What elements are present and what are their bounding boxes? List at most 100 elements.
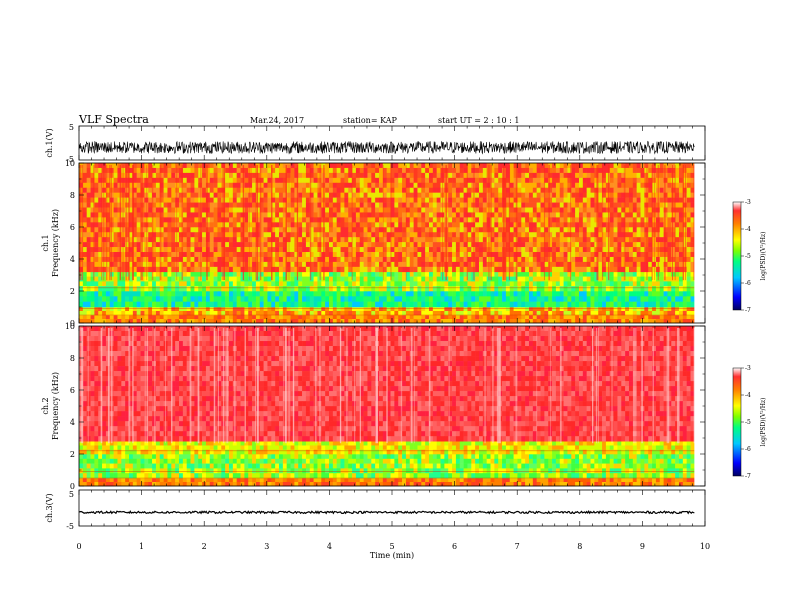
spectrogram-cell — [286, 172, 291, 179]
spectrogram-cell — [217, 271, 222, 277]
spectrogram-cell — [267, 227, 272, 233]
spectrogram-cell — [182, 217, 187, 223]
spectrogram-cell — [644, 217, 649, 223]
spectrogram-cell — [567, 286, 572, 292]
spectrogram-cell — [94, 286, 99, 292]
spectrogram-cell — [236, 202, 241, 208]
spectrogram-cell — [552, 307, 557, 312]
spectrogram-cell — [459, 237, 464, 243]
spectrogram-cell — [255, 276, 261, 282]
spectrogram-cell — [525, 307, 530, 312]
spectrogram-cell — [182, 207, 187, 213]
spectrogram-cell — [413, 252, 418, 258]
spectrogram-cell — [132, 172, 137, 179]
spectrogram-cell — [552, 172, 557, 179]
spectrogram-cell — [394, 182, 399, 189]
spectrogram-cell — [294, 315, 299, 320]
spectrogram-cell — [332, 202, 337, 208]
spectrogram-cell — [594, 311, 599, 316]
spectrogram-cell — [129, 281, 134, 287]
spectrogram-cell — [459, 207, 464, 213]
spectrogram-cell — [455, 187, 461, 193]
spectrogram-cell — [425, 286, 430, 292]
spectrogram-cell — [428, 202, 434, 208]
spectrogram-cell — [440, 217, 445, 223]
spectrogram-cell — [513, 271, 518, 277]
spectrogram-cell — [413, 197, 418, 203]
spectrogram-cell — [294, 301, 299, 308]
spectrogram-cell — [90, 202, 95, 208]
spectrogram-cell — [609, 187, 614, 193]
spectrogram-cell — [652, 232, 657, 238]
spectrogram-cell — [98, 163, 103, 169]
spectrogram-cell — [409, 271, 414, 277]
spectrogram-cell — [159, 247, 164, 253]
spectrogram-cell — [532, 291, 537, 297]
spectrogram-cell — [478, 271, 484, 277]
spectrogram-cell — [425, 163, 430, 169]
spectrogram-cell — [182, 202, 187, 208]
spectrogram-cell — [275, 319, 280, 324]
spectrogram-cell — [532, 207, 537, 213]
spectrogram-cell — [159, 237, 164, 243]
spectrogram-cell — [317, 217, 322, 223]
spectrogram-cell — [217, 319, 222, 324]
spectrogram-cell — [313, 307, 318, 312]
spectrogram-cell — [398, 237, 403, 243]
spectrogram-cell — [86, 252, 91, 258]
spectrogram-cell — [225, 256, 230, 263]
spectrogram-cell — [532, 307, 537, 312]
spectrogram-cell — [490, 252, 495, 258]
spectrogram-cell — [102, 197, 107, 203]
spectrogram-cell — [398, 212, 403, 218]
spectrogram-cell — [125, 192, 130, 198]
spectrogram-cell — [513, 281, 518, 287]
spectrogram-cell — [436, 276, 441, 282]
spectrogram-cell — [213, 252, 218, 258]
spectrogram-cell — [217, 276, 222, 282]
spectrogram-cell — [498, 182, 503, 189]
spectrogram-cell — [209, 307, 214, 312]
spectrogram-cell — [448, 252, 453, 258]
spectrogram-cell — [405, 276, 411, 282]
spectrogram-cell — [632, 319, 637, 324]
spectrogram-cell — [636, 276, 641, 282]
spectrogram-cell — [586, 315, 591, 320]
spectrogram-cell — [571, 177, 576, 184]
spectrogram-cell — [663, 276, 668, 282]
spectrogram-cell — [540, 315, 545, 320]
spectrogram-cell — [190, 247, 195, 253]
spectrogram-cell — [463, 242, 468, 248]
spectrogram-cell — [567, 207, 572, 213]
spectrogram-cell — [440, 271, 445, 277]
spectrogram-cell — [82, 247, 87, 253]
spectrogram-cell — [325, 187, 330, 193]
spectrogram-cell — [278, 212, 284, 218]
spectrogram-cell — [190, 315, 195, 320]
spectrogram-cell — [209, 252, 214, 258]
spectrogram-cell — [194, 252, 199, 258]
spectrogram-cell — [428, 177, 434, 184]
spectrogram-cell — [252, 187, 257, 193]
spectrogram-cell — [105, 291, 111, 297]
spectrogram-cell — [332, 247, 337, 253]
spectrogram-cell — [217, 177, 222, 184]
spectrogram-cell — [263, 281, 268, 287]
spectrogram-cell — [340, 242, 345, 248]
spectrogram-cell — [213, 167, 218, 174]
spectrogram-cell — [386, 281, 391, 287]
spectrogram-cell — [175, 281, 180, 287]
spectrogram-cell — [232, 237, 237, 243]
spectrogram-cell — [298, 217, 303, 223]
spectrogram-cell — [190, 281, 195, 287]
spectrogram-cell — [517, 177, 522, 184]
spectrogram-cell — [294, 192, 299, 198]
spectrogram-cell — [355, 301, 361, 308]
spectrogram-cell — [690, 222, 695, 228]
spectrogram-cell — [467, 217, 472, 223]
spectrogram-cell — [636, 187, 641, 193]
spectrogram-cell — [413, 247, 418, 253]
spectrogram-cell — [594, 182, 599, 189]
spectrogram-cell — [267, 242, 272, 248]
spectrogram-cell — [548, 177, 553, 184]
